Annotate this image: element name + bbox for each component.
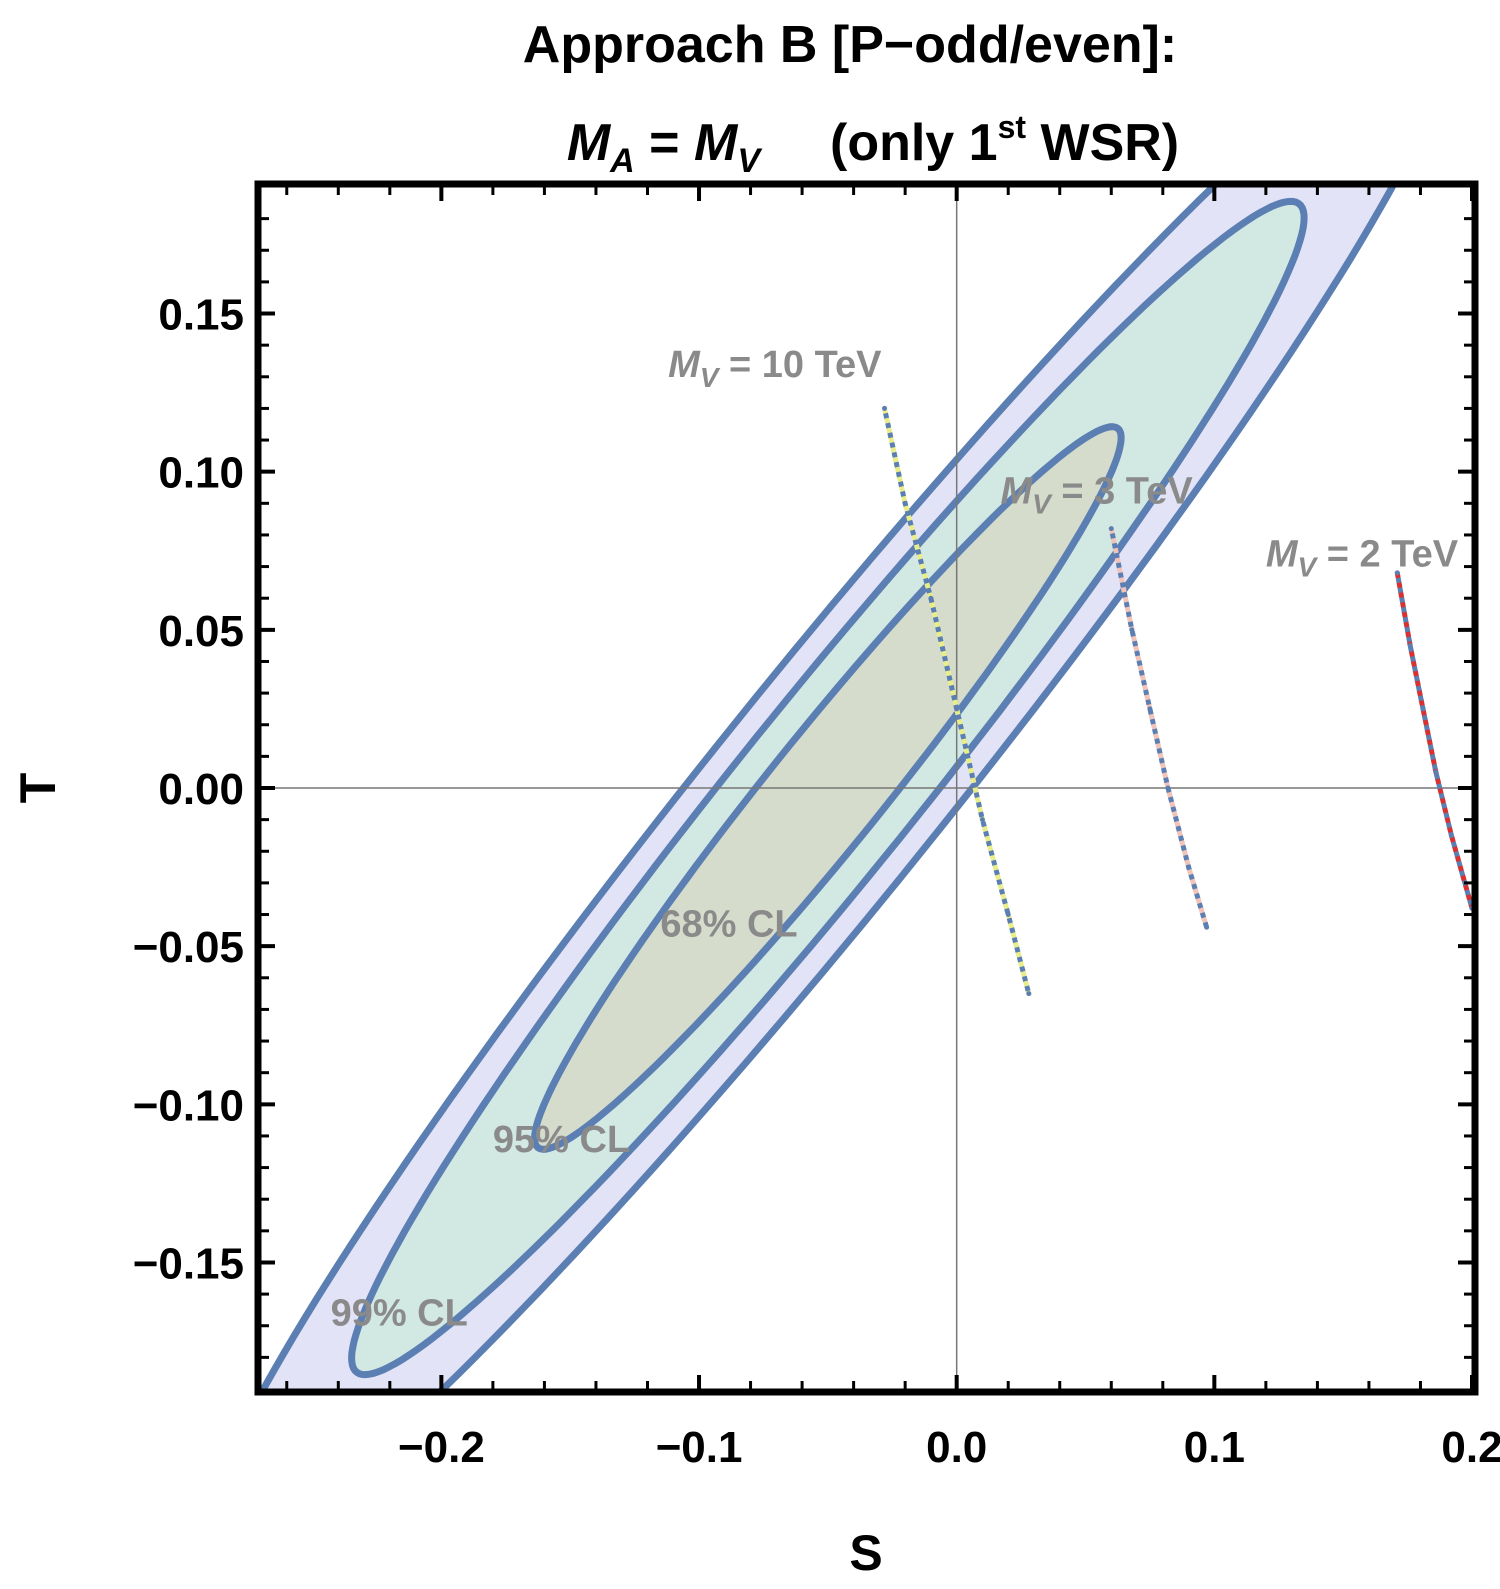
label-mv-1: MV = 3 TeV bbox=[1000, 470, 1193, 519]
zero-lines bbox=[261, 187, 1472, 1389]
title-ma-symbol: M bbox=[567, 114, 612, 172]
scan-point-2-0 bbox=[1394, 570, 1400, 576]
label-mv-2: MV = 2 TeV bbox=[1266, 534, 1459, 583]
label-68-cl: 68% CL bbox=[660, 904, 797, 946]
scan-point-1-4 bbox=[1186, 864, 1192, 870]
scan-point-1-3 bbox=[1165, 785, 1171, 791]
y-tick-label: −0.05 bbox=[133, 923, 244, 972]
scan-point-1-5 bbox=[1204, 924, 1210, 930]
y-tick-label: 0.15 bbox=[158, 291, 244, 340]
label-mv-0: MV = 10 TeV bbox=[668, 344, 882, 393]
scan-point-0-5 bbox=[1005, 912, 1011, 918]
scan-line-1-inner bbox=[1108, 526, 1210, 930]
scan-point-1-2 bbox=[1147, 706, 1153, 712]
scan-point-0-6 bbox=[1026, 991, 1032, 997]
y-axis-label: T bbox=[10, 773, 66, 804]
scan-point-2-4 bbox=[1448, 832, 1454, 838]
title-mv-subscript: V bbox=[737, 142, 763, 180]
annotations: 99% CL 95% CL 68% CL MV = 10 TeV MV = 3 TeV M… bbox=[331, 344, 1459, 1335]
scan-point-1-0 bbox=[1108, 526, 1114, 532]
y-tick-label: 0.00 bbox=[158, 765, 244, 814]
label-99-cl: 99% CL bbox=[331, 1293, 468, 1335]
title-mv-symbol: M bbox=[694, 114, 739, 172]
scan-line-2-inner bbox=[1394, 570, 1472, 911]
scan-point-2-1 bbox=[1407, 643, 1413, 649]
y-tick-label: 0.05 bbox=[158, 607, 244, 656]
scan-point-0-4 bbox=[979, 817, 985, 823]
x-tick-label: −0.1 bbox=[656, 1423, 743, 1472]
scan-point-2-3 bbox=[1433, 769, 1439, 775]
scan-point-2-2 bbox=[1420, 706, 1426, 712]
label-95-cl: 95% CL bbox=[493, 1119, 630, 1161]
y-tick-label: 0.10 bbox=[158, 449, 244, 498]
y-tick-label: −0.15 bbox=[133, 1239, 244, 1288]
scan-point-1-1 bbox=[1129, 627, 1135, 633]
scan-point-2-5 bbox=[1469, 905, 1472, 911]
x-tick-label: 0.2 bbox=[1441, 1423, 1500, 1472]
title-ma-subscript: A bbox=[609, 142, 635, 180]
chart-title-line2: MA = MV (only 1st WSR) bbox=[567, 109, 1179, 180]
y-tick-label: −0.10 bbox=[133, 1081, 244, 1130]
x-axis-label: S bbox=[849, 1525, 882, 1581]
x-tick-label: −0.2 bbox=[398, 1423, 485, 1472]
x-tick-label: 0.0 bbox=[926, 1423, 987, 1472]
scan-point-0-2 bbox=[928, 595, 934, 601]
scan-point-0-0 bbox=[882, 405, 888, 411]
chart-title-line1: Approach B [P−odd/even]: bbox=[523, 16, 1177, 74]
scan-line-1 bbox=[1108, 528, 1209, 928]
scan-point-0-1 bbox=[902, 500, 908, 506]
axis-ticks: −0.2 −0.1 0.0 0.1 0.2 0.15 0.10 0.05 0.00 −0.05 −0… bbox=[133, 184, 1500, 1472]
title-superscript: st bbox=[998, 109, 1027, 145]
x-tick-label: 0.1 bbox=[1184, 1423, 1245, 1472]
scan-point-0-3 bbox=[954, 706, 960, 712]
mass-scans bbox=[882, 405, 1472, 997]
